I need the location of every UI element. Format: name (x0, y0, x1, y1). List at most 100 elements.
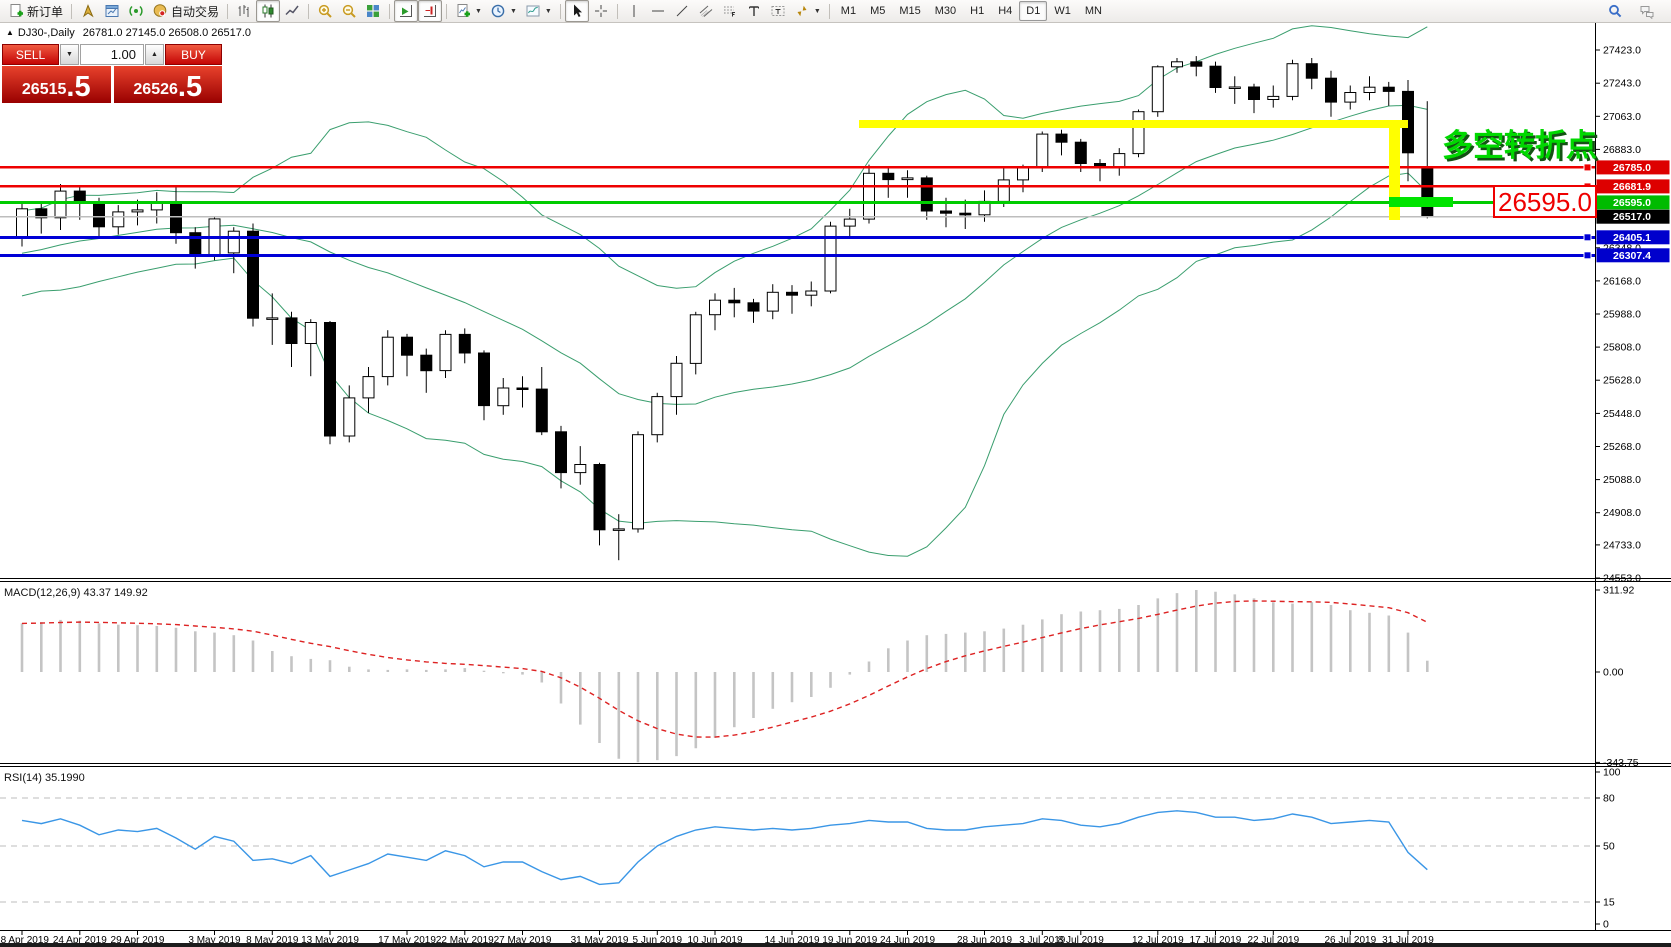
yellow-drop-line[interactable] (1389, 120, 1400, 220)
candle-body (959, 212, 972, 216)
pivot-text-shadow: 多空转折点 (1445, 131, 1600, 166)
zoom-out-button[interactable] (337, 0, 361, 22)
price-tick-label: 24908.0 (1603, 507, 1641, 519)
templates-button[interactable]: ▼ (521, 0, 556, 22)
candle-body (593, 464, 606, 531)
toolbar-separator (71, 3, 73, 19)
time-axis[interactable]: 18 Apr 2019 24 Apr 2019 29 Apr 2019 3 May 2… (0, 931, 1434, 946)
gold-cursor-button[interactable] (76, 0, 100, 22)
candle-body (93, 201, 105, 228)
candle-chart-button[interactable] (256, 0, 281, 22)
yellow-resistance-line[interactable] (859, 120, 1408, 128)
ohlc-values: 26781.0 27145.0 26508.0 26517.0 (82, 27, 251, 39)
price-badge-label: 26405.1 (1613, 232, 1651, 244)
candles-layer (16, 56, 1434, 561)
volume-up-button[interactable]: ▲ (145, 44, 164, 65)
candle-body (1286, 63, 1299, 97)
candle-body (247, 230, 259, 319)
vline-button[interactable] (622, 0, 646, 22)
timeframe-m5-button[interactable]: M5 (870, 5, 886, 17)
search-button[interactable] (1603, 0, 1627, 22)
auto-scroll-button[interactable] (394, 0, 419, 22)
zoom-in-button[interactable] (313, 0, 337, 22)
price-badge-label: 26517.0 (1613, 211, 1651, 223)
timeframe-mn-button[interactable]: MN (1084, 5, 1102, 17)
price-callout-box[interactable] (1493, 185, 1597, 218)
line-anchor-marker[interactable] (1583, 251, 1592, 260)
buy-button[interactable]: BUY (165, 44, 222, 65)
candle-body (824, 225, 837, 292)
chart-shift-icon (424, 5, 437, 17)
hline-icon (651, 10, 664, 12)
chart-title: ▲ DJ30-,Daily 26781.0 27145.0 26508.0 2651… (6, 27, 251, 39)
candle-body (439, 333, 452, 372)
label-icon (771, 6, 785, 16)
line-anchor-marker[interactable] (1583, 163, 1592, 172)
timeframe-h4-button[interactable]: H4 (998, 5, 1013, 17)
symbol-period-label: DJ30-,Daily (17, 27, 75, 39)
button-label: 自动交易 (171, 4, 220, 19)
timeframe-m30-button[interactable]: M30 (934, 5, 957, 17)
chat-button[interactable] (1635, 0, 1659, 22)
candle-body (16, 208, 28, 239)
timeframe-m1-button[interactable]: M1 (840, 5, 857, 17)
candle-body (574, 464, 587, 474)
price-axis[interactable]: 27423.027243.027063.026883.026348.026168… (1595, 45, 1641, 931)
label-button[interactable] (766, 0, 790, 22)
signal-button[interactable] (124, 0, 148, 22)
periods-button[interactable]: ▼ (486, 0, 521, 22)
timeframe-d1-button[interactable]: D1 (1019, 1, 1048, 21)
candle-body (343, 397, 356, 437)
search-icon (1609, 4, 1622, 18)
auto-trading-button[interactable]: 自动交易 (148, 0, 223, 22)
sell-button[interactable]: SELL (2, 44, 59, 65)
candle-body (709, 299, 721, 316)
zoom-in-icon (318, 4, 332, 18)
price-tick-label: 25088.0 (1603, 474, 1641, 486)
candle-body (1363, 86, 1376, 93)
hline-button[interactable] (646, 0, 670, 22)
timeframe-w1-button[interactable]: W1 (1054, 5, 1071, 17)
fibo-button[interactable] (718, 0, 742, 22)
new-order-icon (10, 4, 23, 17)
volume-down-button[interactable]: ▼ (60, 44, 79, 65)
tile-windows-button[interactable] (361, 0, 385, 22)
indicators-button[interactable]: ▼ (451, 0, 486, 22)
new-chart-button[interactable] (100, 0, 124, 22)
candle-body (632, 434, 644, 530)
toolbar-separator (559, 3, 561, 19)
line-anchor-marker[interactable] (1583, 233, 1592, 242)
buy-price-int: 26526 (133, 81, 178, 98)
one-click-trade-panel: SELL ▼ 1.00 ▲ BUY 26515 .5 26526 .5 (2, 44, 222, 103)
volume-input[interactable]: 1.00 (80, 44, 144, 65)
trendline-button[interactable] (670, 0, 694, 22)
arrows-button[interactable]: ▼ (790, 0, 825, 22)
timeframe-m15-button[interactable]: M15 (899, 5, 921, 17)
date-label: 24 Apr 2019 (53, 935, 107, 946)
price-tick-label: 27423.0 (1603, 45, 1641, 57)
buy-price-display[interactable]: 26526 .5 (113, 66, 222, 103)
line-chart-button[interactable] (280, 0, 304, 22)
candle-body (689, 314, 702, 364)
candle-body (863, 172, 875, 220)
new-order-button[interactable]: 新订单 (4, 0, 67, 22)
green-support-bar[interactable] (1389, 197, 1453, 207)
channel-button[interactable] (694, 0, 718, 22)
toolbar: 新订单 自动交易 ▼ ▼ ▼ ▼ M1 M5 M15 M30 H1 H4 D1 W1 MN (0, 0, 1671, 23)
candle-body (882, 172, 895, 181)
candle-body (1074, 141, 1087, 164)
date-label: 18 Apr 2019 (0, 935, 49, 946)
chat-icon (1640, 6, 1654, 19)
sell-price-display[interactable]: 26515 .5 (2, 66, 111, 103)
crosshair-button[interactable] (589, 0, 613, 22)
bar-chart-button[interactable] (232, 0, 256, 22)
timeframe-h1-button[interactable]: H1 (970, 5, 985, 17)
candle-body (54, 190, 67, 219)
text-button[interactable] (742, 0, 766, 22)
chart-shift-button[interactable] (418, 0, 443, 22)
periods-icon (491, 4, 505, 18)
pivot-annotation-text[interactable]: 多空转折点 (1442, 128, 1597, 163)
trendline-icon (676, 5, 688, 17)
cursor-button[interactable] (564, 0, 589, 22)
